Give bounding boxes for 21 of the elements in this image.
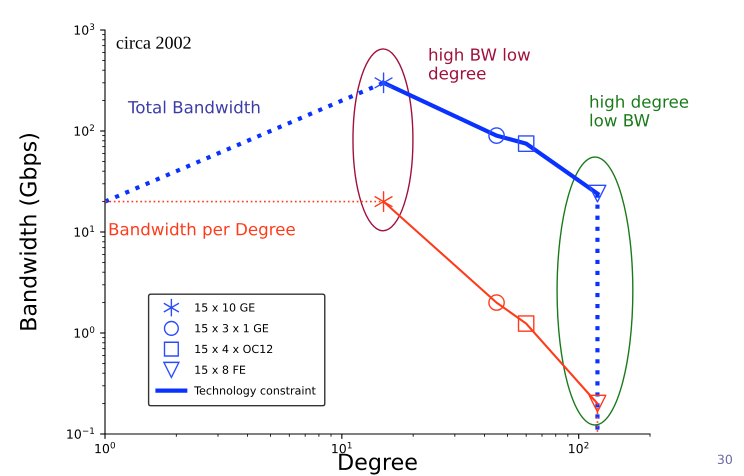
x-axis-title: Degree [339, 454, 417, 475]
annotation: high degree low BW [590, 95, 688, 127]
y-tick-label: 10$^{3}$ [74, 23, 94, 35]
chart-title: circa 2002 [116, 36, 191, 49]
x-tick-label: 10$^{0}$ [95, 442, 116, 454]
text: 30 [718, 454, 732, 464]
legend-label: 15 x 3 x 1 GE [195, 324, 268, 332]
y-tick-label: 10$^{0}$ [74, 326, 94, 338]
x-tick-label: 10$^{1}$ [332, 442, 352, 454]
series-label: Bandwidth per Degree [110, 222, 295, 239]
y-tick-label: 10$^{1}$ [74, 226, 94, 237]
legend-label: 15 x 4 x OC12 [195, 344, 272, 354]
annotation: high BW low degree [428, 48, 530, 83]
legend-label: 15 x 10 GE [195, 303, 255, 312]
y-tick-label: 10$^{2}$ [74, 124, 94, 136]
x-tick-label: 10$^{2}$ [569, 442, 588, 454]
legend-label: Technology constraint [194, 386, 316, 397]
y-axis-title: Bandwidth (Gbps) [19, 134, 41, 330]
series-label: Total Bandwidth [128, 100, 260, 114]
y-tick-label: 10$^{−1}$ [67, 428, 94, 439]
legend-label: 15 x 8 FE [195, 366, 246, 374]
